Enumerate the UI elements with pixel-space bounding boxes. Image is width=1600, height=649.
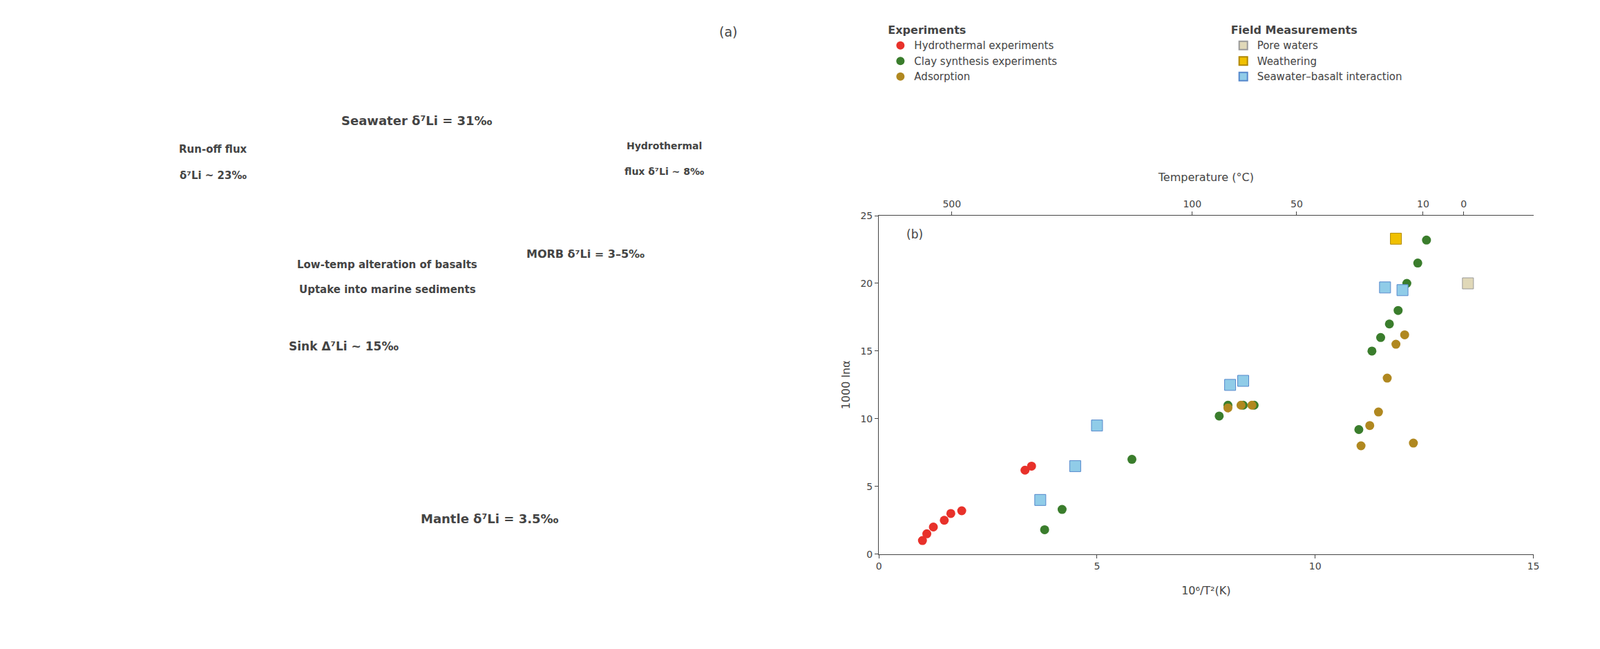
svg-text:0: 0 [875, 560, 883, 572]
svg-text:15: 15 [860, 345, 873, 357]
svg-text:50: 50 [1290, 198, 1303, 210]
svg-text:Weathering: Weathering [1257, 55, 1317, 68]
svg-text:Adsorption: Adsorption [913, 70, 970, 83]
svg-text:Seawater–basalt interaction: Seawater–basalt interaction [1257, 70, 1403, 83]
svg-text:10: 10 [1309, 560, 1322, 572]
svg-text:0: 0 [866, 548, 873, 560]
svg-text:Clay synthesis experiments: Clay synthesis experiments [913, 55, 1057, 68]
svg-text:Experiments: Experiments [887, 23, 966, 37]
svg-text:Low-temp alteration of basalts: Low-temp alteration of basalts [297, 258, 478, 271]
svg-text:flux δ⁷Li ~ 8‰: flux δ⁷Li ~ 8‰ [624, 165, 704, 177]
svg-text:15: 15 [1527, 560, 1540, 572]
svg-text:500: 500 [942, 198, 961, 210]
svg-text:Uptake into marine sediments: Uptake into marine sediments [299, 283, 476, 296]
svg-text:20: 20 [860, 277, 873, 289]
svg-text:10: 10 [1416, 198, 1430, 210]
svg-text:5: 5 [1093, 560, 1100, 572]
svg-text:0: 0 [1460, 198, 1467, 210]
svg-text:Pore waters: Pore waters [1257, 39, 1319, 52]
svg-text:(b): (b) [906, 227, 923, 242]
svg-text:(a): (a) [719, 24, 738, 40]
svg-text:Sink Δ⁷Li ~ 15‰: Sink Δ⁷Li ~ 15‰ [288, 339, 399, 354]
svg-text:Hydrothermal experiments: Hydrothermal experiments [913, 39, 1054, 52]
svg-text:25: 25 [860, 210, 873, 222]
svg-text:Mantle δ⁷Li = 3.5‰: Mantle δ⁷Li = 3.5‰ [420, 511, 559, 526]
svg-text:MORB δ⁷Li = 3–5‰: MORB δ⁷Li = 3–5‰ [526, 247, 645, 261]
svg-text:100: 100 [1182, 198, 1202, 210]
svg-text:Field Measurements: Field Measurements [1231, 23, 1358, 37]
svg-text:10: 10 [860, 413, 873, 425]
svg-text:1000 lnα: 1000 lnα [839, 359, 853, 409]
svg-text:Seawater δ⁷Li = 31‰: Seawater δ⁷Li = 31‰ [341, 113, 493, 128]
svg-text:δ⁷Li ~ 23‰: δ⁷Li ~ 23‰ [179, 169, 247, 182]
svg-text:Hydrothermal: Hydrothermal [626, 140, 702, 152]
svg-text:5: 5 [866, 480, 873, 492]
svg-text:10⁶/T²(K): 10⁶/T²(K) [1181, 583, 1231, 597]
svg-text:Temperature (°C): Temperature (°C) [1157, 170, 1254, 184]
svg-text:Run-off flux: Run-off flux [178, 143, 248, 156]
